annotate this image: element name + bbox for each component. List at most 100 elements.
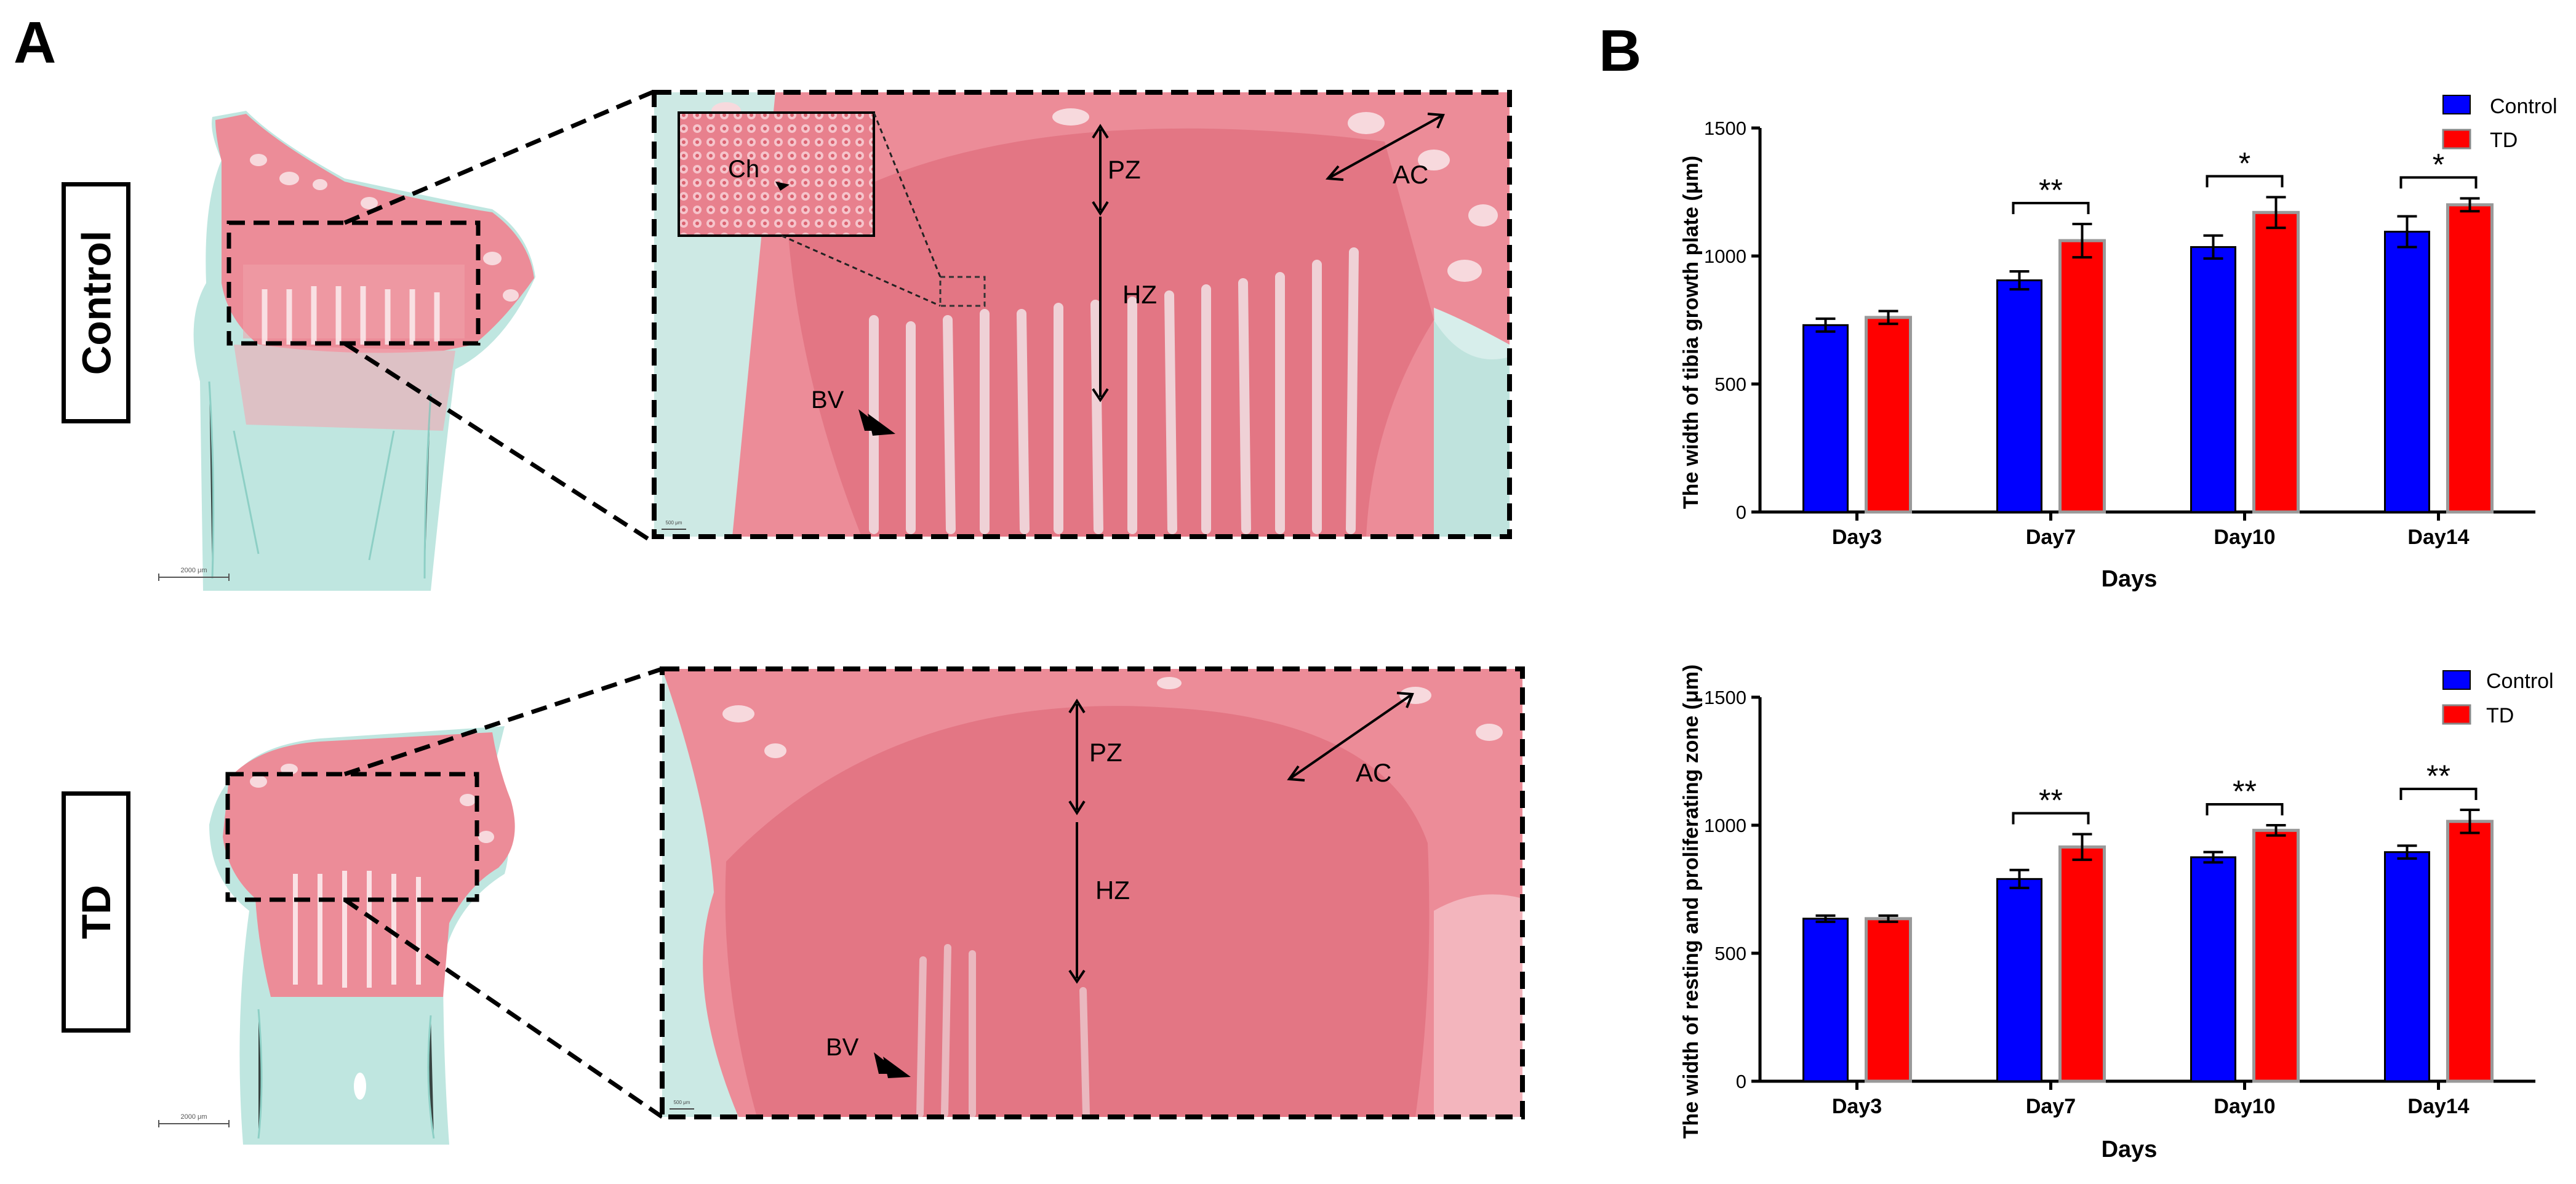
- bar-control-day3: [1802, 918, 1849, 1082]
- y-tick-label: 1000: [1704, 246, 1746, 267]
- bar-td-day3: [1865, 316, 1912, 514]
- td-overview-scale-bar: 2000 μm: [158, 1113, 230, 1127]
- x-tick-label: Day14: [2407, 1095, 2469, 1118]
- control-zoom-frame: [652, 90, 1512, 539]
- significance-mark-day10: **: [2233, 774, 2257, 809]
- bar-td-day7: [2058, 845, 2106, 1083]
- legend-swatch-td: [2442, 129, 2471, 150]
- control-hz-arrow: [1092, 217, 1109, 402]
- td-pz-arrow: [1068, 698, 1086, 815]
- significance-mark-day14: *: [2433, 147, 2444, 182]
- resting-proliferating-y-axis-label: The width of resting and proliferating z…: [1679, 665, 1703, 1139]
- panel-letter-a: A: [14, 10, 57, 76]
- x-tick-label: Day3: [1832, 1095, 1882, 1118]
- control-ch-leader-bottom: [781, 234, 941, 307]
- x-tick-label: Day10: [2214, 526, 2275, 549]
- significance-mark-day14: **: [2426, 759, 2450, 793]
- control-hz-label: HZ: [1122, 280, 1157, 309]
- td-zoom-line-top: [343, 666, 663, 777]
- x-tick-label: Day3: [1832, 526, 1882, 549]
- td-zoom-scale-label: 500 μm: [674, 1100, 690, 1105]
- td-bv-arrowhead: [874, 1052, 911, 1078]
- growth-plate-x-axis-label: Days: [2102, 566, 2158, 592]
- td-overview-scale-label: 2000 μm: [180, 1113, 207, 1121]
- bar-control-day14: [2384, 851, 2430, 1082]
- td-zoom-region-box: [225, 772, 479, 902]
- control-zoom-scale-label: 500 μm: [666, 520, 682, 526]
- td-bv-label: BV: [826, 1034, 859, 1061]
- control-zoom-region-box: [226, 220, 481, 346]
- growth-plate-y-axis-label: The width of tibia growth plate (μm): [1679, 156, 1703, 509]
- significance-bracket-day14: [2399, 176, 2478, 189]
- resting-proliferating-width-chart: Control TD 0 500 1000 1500 ** ** ** Day3 Day7 Day…: [1679, 665, 2554, 1162]
- control-ch-leader-top: [873, 112, 942, 278]
- td-hz-arrow: [1068, 822, 1086, 984]
- control-ch-label: Ch: [728, 156, 759, 183]
- y-tick-label: 1500: [1704, 687, 1746, 708]
- bar-td-day14: [2446, 820, 2494, 1083]
- control-zoom-line-bottom: [343, 342, 654, 543]
- control-overview-scale-label: 2000 μm: [180, 567, 207, 574]
- td-zoom-frame: [660, 666, 1525, 1119]
- row-label-control: Control: [62, 182, 130, 423]
- bar-td-day14: [2446, 203, 2494, 514]
- x-tick-label: Day7: [2026, 1095, 2076, 1118]
- td-zoom-scale-bar: 500 μm: [670, 1100, 694, 1110]
- panel-letter-b: B: [1599, 18, 1642, 84]
- control-overview-image: [193, 111, 535, 591]
- significance-bracket-day10: [2206, 175, 2284, 188]
- bar-control-day10: [2190, 856, 2236, 1082]
- control-bv-label: BV: [811, 386, 844, 414]
- y-tick-label: 1500: [1704, 118, 1746, 139]
- control-pz-label: PZ: [1108, 155, 1141, 184]
- control-ch-arrow: [775, 182, 790, 191]
- bar-control-day3: [1802, 324, 1849, 513]
- significance-mark-day7: **: [2039, 783, 2063, 818]
- histology-figure: 2000 μm Ch PZ: [158, 90, 1525, 1145]
- bar-control-day10: [2190, 246, 2236, 513]
- control-ac-label: AC: [1393, 160, 1428, 189]
- td-zoom-image: [662, 669, 1522, 1118]
- legend-label-td: TD: [2490, 129, 2518, 152]
- control-ch-source-box: [939, 276, 986, 307]
- bar-control-day7: [1996, 878, 2042, 1082]
- bar-td-day3: [1865, 917, 1912, 1083]
- significance-mark-day10: *: [2239, 146, 2250, 180]
- control-bv-arrowhead: [858, 409, 895, 436]
- resting-proliferating-legend: Control TD: [2442, 670, 2554, 727]
- td-ac-label: AC: [1356, 758, 1391, 787]
- legend-swatch-td: [2442, 704, 2471, 725]
- bar-control-day7: [1996, 279, 2042, 513]
- significance-bracket-day7: [2012, 812, 2090, 825]
- control-pz-arrow: [1092, 124, 1109, 216]
- bar-td-day10: [2252, 828, 2300, 1083]
- y-tick-label: 0: [1736, 1071, 1746, 1092]
- legend-label-td: TD: [2486, 704, 2514, 727]
- significance-bracket-day7: [2012, 202, 2090, 214]
- control-overview-scale-bar: 2000 μm: [158, 567, 230, 581]
- x-tick-label: Day7: [2026, 526, 2076, 549]
- resting-proliferating-x-axis-label: Days: [2102, 1137, 2158, 1162]
- y-tick-label: 500: [1714, 374, 1746, 395]
- td-hz-label: HZ: [1095, 876, 1130, 905]
- td-overview-image: [209, 726, 515, 1145]
- x-tick-label: Day14: [2407, 526, 2469, 549]
- y-tick-label: 500: [1714, 943, 1746, 964]
- row-label-td: TD: [62, 791, 130, 1033]
- significance-bracket-day10: [2206, 803, 2284, 815]
- y-tick-label: 1000: [1704, 815, 1746, 836]
- td-ac-arrow: [1287, 692, 1414, 782]
- control-zoom-line-top: [343, 90, 654, 225]
- legend-swatch-control: [2442, 95, 2471, 114]
- growth-plate-legend: Control TD: [2442, 95, 2558, 152]
- td-pz-label: PZ: [1089, 738, 1122, 767]
- bar-control-day14: [2384, 230, 2430, 513]
- td-zoom-line-bottom: [343, 898, 663, 1119]
- y-tick-label: 0: [1736, 502, 1746, 523]
- control-ac-arrow: [1325, 113, 1445, 181]
- legend-swatch-control: [2442, 670, 2471, 690]
- legend-label-control: Control: [2486, 670, 2554, 693]
- control-zoom-scale-bar: 500 μm: [662, 520, 686, 530]
- significance-bracket-day14: [2399, 788, 2478, 801]
